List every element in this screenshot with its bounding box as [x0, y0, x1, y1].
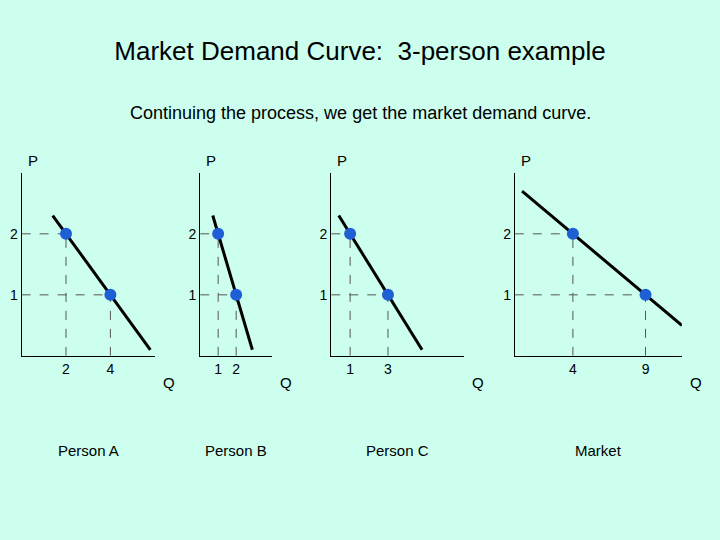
- svg-text:P: P: [337, 152, 347, 169]
- svg-text:1: 1: [320, 287, 328, 303]
- svg-text:2: 2: [232, 361, 240, 377]
- svg-text:4: 4: [107, 361, 115, 377]
- svg-text:Q: Q: [163, 374, 175, 391]
- svg-text:9: 9: [642, 361, 650, 377]
- svg-text:2: 2: [189, 226, 197, 242]
- svg-text:Q: Q: [690, 374, 702, 391]
- svg-text:Q: Q: [472, 374, 484, 391]
- svg-text:3: 3: [384, 361, 392, 377]
- svg-text:1: 1: [189, 287, 197, 303]
- svg-text:2: 2: [320, 226, 328, 242]
- svg-text:Market Demand Curve: 3-person: Market Demand Curve: 3-person example: [114, 36, 605, 66]
- svg-text:2: 2: [503, 226, 511, 242]
- svg-text:1: 1: [10, 287, 18, 303]
- svg-text:4: 4: [569, 361, 577, 377]
- svg-text:1: 1: [503, 287, 511, 303]
- svg-text:Person C: Person C: [366, 442, 429, 459]
- svg-text:P: P: [28, 152, 38, 169]
- svg-text:Continuing the process, we get: Continuing the process, we get the marke…: [130, 103, 591, 123]
- svg-text:Market: Market: [575, 442, 622, 459]
- svg-text:P: P: [206, 152, 216, 169]
- svg-text:Person B: Person B: [205, 442, 267, 459]
- svg-text:P: P: [521, 152, 531, 169]
- svg-text:Q: Q: [280, 374, 292, 391]
- svg-text:Person A: Person A: [58, 442, 119, 459]
- svg-text:2: 2: [10, 226, 18, 242]
- svg-text:1: 1: [346, 361, 354, 377]
- svg-text:2: 2: [62, 361, 70, 377]
- svg-text:1: 1: [214, 361, 222, 377]
